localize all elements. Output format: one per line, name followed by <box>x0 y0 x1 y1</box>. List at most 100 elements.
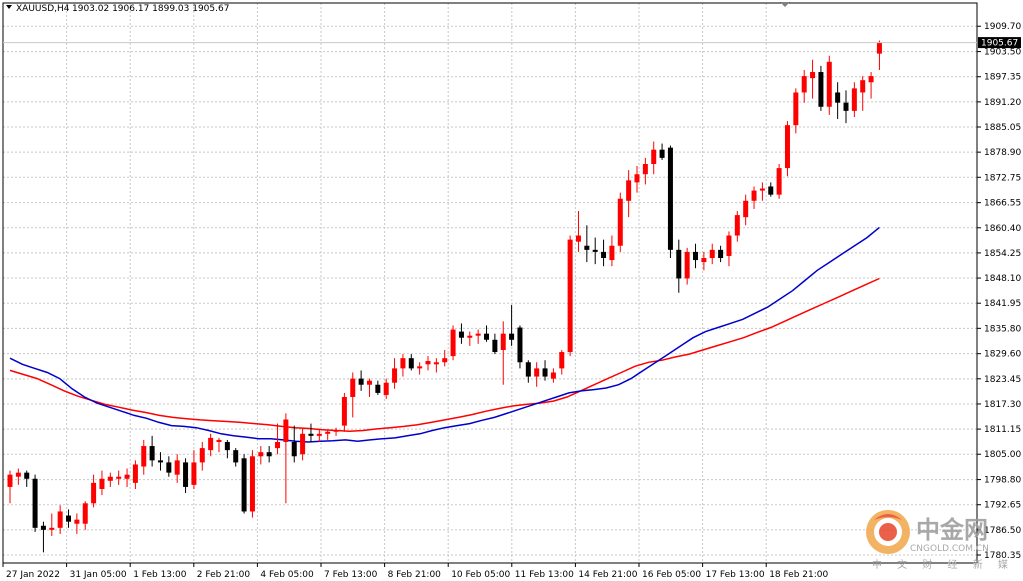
candle <box>316 429 322 442</box>
candle <box>216 437 222 453</box>
candle <box>116 470 122 485</box>
candle <box>592 237 598 265</box>
candle-body <box>316 433 322 436</box>
candle <box>208 433 214 457</box>
candle <box>743 194 749 226</box>
y-tick-label: 1897.35 <box>984 73 1021 83</box>
candle-body <box>233 450 239 463</box>
candle <box>684 247 690 285</box>
y-tick-label: 1780.35 <box>984 551 1021 561</box>
candle-body <box>174 460 180 475</box>
candle <box>601 239 607 267</box>
candle-body <box>49 527 55 530</box>
candle-body <box>693 251 699 261</box>
candle <box>559 349 565 375</box>
candle <box>141 439 147 475</box>
x-tick-label: 17 Feb 13:00 <box>706 570 765 580</box>
x-tick-label: 31 Jan 05:00 <box>70 570 127 580</box>
candle <box>768 182 774 197</box>
candle-body <box>860 80 866 93</box>
watermark-tagline: 中 文 财 经 新 媒 体 <box>872 558 1023 571</box>
candle <box>609 235 615 267</box>
candle <box>7 470 13 504</box>
chart-shift-marker-icon[interactable] <box>780 2 790 7</box>
candle <box>525 360 531 383</box>
y-tick-label: 1805.00 <box>984 450 1021 460</box>
y-tick-label: 1811.15 <box>984 425 1021 435</box>
candle-body <box>676 249 682 279</box>
candle <box>32 474 38 532</box>
candle-body <box>651 149 657 165</box>
candle-body <box>718 249 724 259</box>
candle-body <box>132 464 138 483</box>
candle <box>484 325 490 342</box>
candle <box>199 441 205 471</box>
y-tick-label: 1817.30 <box>984 400 1021 410</box>
watermark-brand: 中金网 <box>916 516 988 544</box>
candle-body <box>659 149 665 158</box>
candle-body <box>141 446 147 467</box>
y-tick-label: 1786.50 <box>984 526 1021 536</box>
candle-body <box>82 503 88 524</box>
candle <box>567 235 573 357</box>
candle-body <box>810 72 816 79</box>
candle <box>24 470 30 487</box>
candle <box>835 82 841 120</box>
candle <box>425 356 431 371</box>
candle <box>534 362 540 387</box>
watermark-site: CNGOLD.COM.CN <box>910 544 989 554</box>
candle-body <box>667 147 673 250</box>
candle <box>15 468 21 485</box>
candle-body <box>835 92 841 103</box>
ma-slow-line <box>9 277 880 433</box>
candle-body <box>843 102 849 111</box>
candle-body <box>325 431 331 434</box>
candle-body <box>191 462 197 485</box>
candle <box>408 354 414 371</box>
candle <box>818 65 824 111</box>
x-axis: 27 Jan 2022 31 Jan 05:00 1 Feb 13:00 2 Feb … <box>2 563 829 580</box>
candle <box>642 157 648 185</box>
candle <box>249 450 255 518</box>
candle <box>375 380 381 395</box>
candle-body <box>266 452 272 457</box>
y-tick-label: 1798.80 <box>984 476 1021 486</box>
candle-body <box>57 511 63 528</box>
candle-body <box>575 235 581 242</box>
candle-body <box>199 448 205 463</box>
candle-body <box>107 476 113 481</box>
current-price-tag: 1905.67 <box>3 37 1021 49</box>
y-tick-label: 1835.80 <box>984 324 1021 334</box>
candle <box>475 329 481 344</box>
candle-body <box>400 358 406 369</box>
candle-body <box>183 462 189 487</box>
candle-body <box>392 368 398 383</box>
candle-body <box>291 441 297 457</box>
dropdown-arrow-icon[interactable] <box>6 5 12 9</box>
candle-body <box>283 419 289 442</box>
candle <box>66 509 72 528</box>
candle-body <box>7 474 13 487</box>
candle-body <box>208 437 214 451</box>
candle-body <box>617 198 623 246</box>
candle <box>233 448 239 467</box>
watermark: 中金网 CNGOLD.COM.CN 中 文 财 经 新 媒 体 <box>866 510 1023 571</box>
candle <box>458 323 464 344</box>
candle-body <box>709 249 715 259</box>
candle-body <box>216 439 222 442</box>
candles <box>7 40 882 553</box>
candle <box>341 392 347 432</box>
candle-body <box>258 452 264 457</box>
candle-body <box>308 433 314 436</box>
y-axis: 1909.70 1903.50 1897.35 1891.20 1885.05 1878.… <box>977 22 1021 561</box>
candle-body <box>492 339 498 353</box>
candle <box>383 378 389 400</box>
candle-body <box>375 384 381 393</box>
ma-fast-line <box>9 226 880 443</box>
candle <box>183 458 189 494</box>
candle-body <box>768 186 774 195</box>
y-tick-label: 1854.25 <box>984 249 1021 259</box>
candle-body <box>366 380 372 385</box>
candle <box>417 362 423 375</box>
